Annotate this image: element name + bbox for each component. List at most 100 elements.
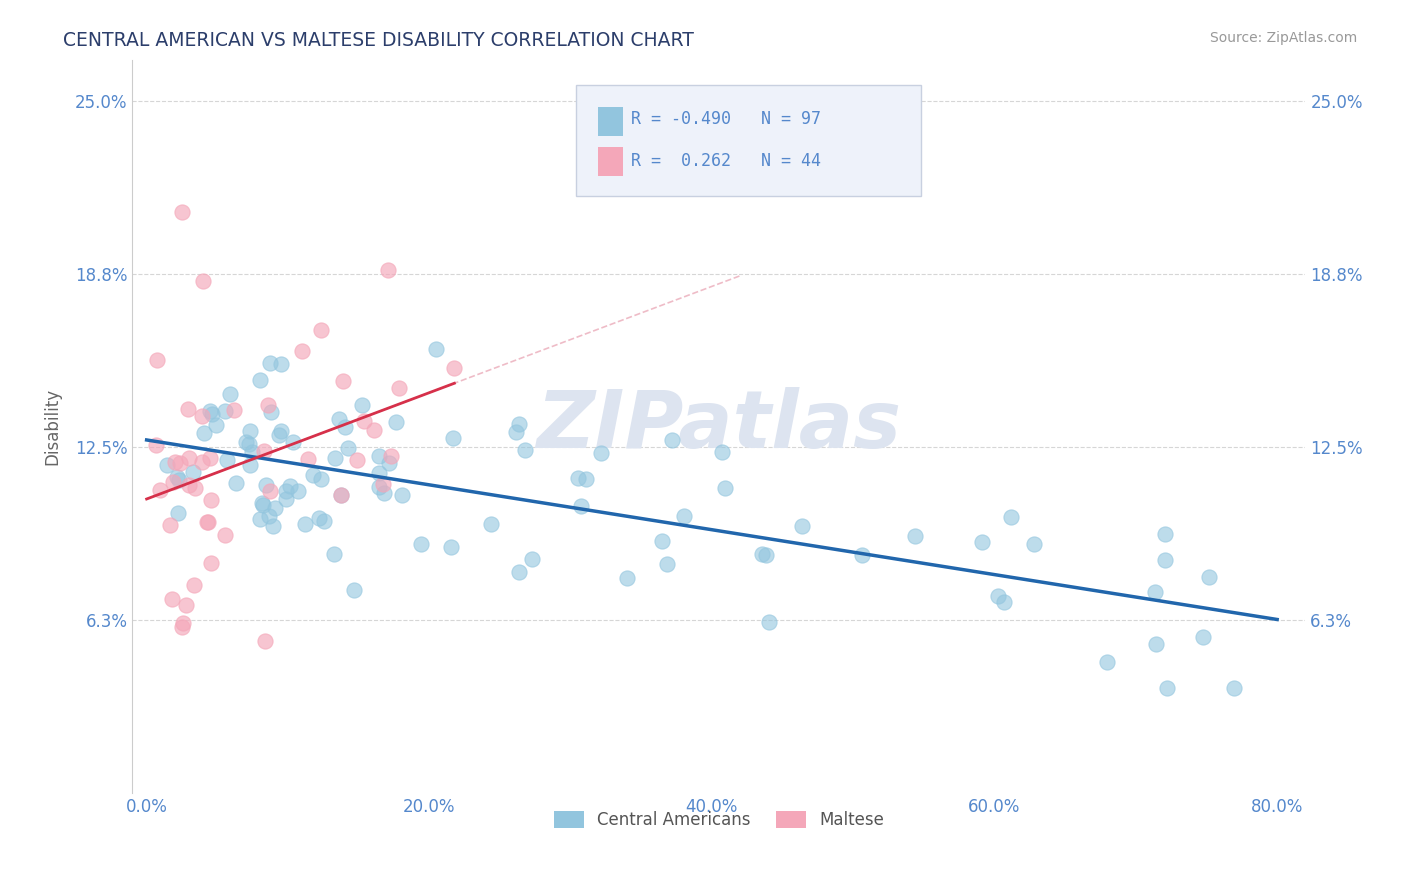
Point: [378, 456, 401, 470]
Point: [170, 620, 193, 634]
Text: R =  0.262   N = 44: R = 0.262 N = 44: [631, 152, 821, 169]
Y-axis label: Disability: Disability: [44, 387, 60, 465]
Point: [758, 615, 780, 629]
Point: [262, 519, 284, 533]
Point: [970, 534, 993, 549]
Point: [508, 565, 530, 579]
Point: [368, 466, 391, 480]
Text: ZIPatlas: ZIPatlas: [537, 387, 901, 465]
Point: [616, 571, 638, 585]
Point: [267, 428, 290, 442]
Point: [790, 518, 813, 533]
Point: [201, 407, 224, 421]
Point: [253, 633, 276, 648]
Point: [270, 425, 292, 439]
Point: [323, 450, 346, 465]
Point: [443, 361, 465, 376]
Legend: Central Americans, Maltese: Central Americans, Maltese: [547, 804, 890, 836]
Point: [264, 500, 287, 515]
Point: [312, 515, 335, 529]
Point: [260, 405, 283, 419]
Point: [337, 441, 360, 455]
Point: [200, 492, 222, 507]
Point: [367, 479, 389, 493]
Point: [217, 453, 239, 467]
Point: [311, 472, 333, 486]
Point: [343, 583, 366, 598]
Point: [380, 449, 402, 463]
Point: [332, 374, 354, 388]
Point: [190, 455, 212, 469]
Point: [1154, 553, 1177, 567]
Point: [219, 387, 242, 401]
Point: [513, 443, 536, 458]
Point: [346, 453, 368, 467]
Point: [411, 537, 433, 551]
Point: [368, 449, 391, 463]
Point: [200, 451, 222, 466]
Point: [904, 529, 927, 543]
Point: [249, 373, 271, 387]
Point: [287, 483, 309, 498]
Point: [1143, 584, 1166, 599]
Point: [191, 274, 214, 288]
Point: [259, 356, 281, 370]
Point: [200, 556, 222, 570]
Point: [225, 476, 247, 491]
Point: [373, 486, 395, 500]
Text: Source: ZipAtlas.com: Source: ZipAtlas.com: [1209, 31, 1357, 45]
Point: [479, 516, 502, 531]
Point: [1022, 537, 1045, 551]
Point: [149, 483, 172, 497]
Point: [183, 578, 205, 592]
Point: [167, 474, 190, 488]
Point: [167, 506, 190, 520]
Point: [330, 488, 353, 502]
Point: [441, 431, 464, 445]
Point: [661, 433, 683, 447]
Point: [1154, 527, 1177, 541]
Point: [388, 381, 411, 395]
Point: [308, 511, 330, 525]
Point: [222, 403, 245, 417]
Point: [193, 425, 215, 440]
Point: [987, 589, 1010, 603]
Point: [1192, 630, 1215, 644]
Point: [205, 418, 228, 433]
Point: [851, 548, 873, 562]
Point: [281, 435, 304, 450]
Point: [170, 204, 193, 219]
Point: [993, 595, 1015, 609]
Point: [322, 547, 344, 561]
Point: [195, 516, 218, 530]
Point: [328, 412, 350, 426]
Point: [353, 414, 375, 428]
Point: [179, 451, 201, 466]
Point: [371, 477, 394, 491]
Point: [1000, 510, 1022, 524]
Point: [259, 509, 281, 524]
Point: [508, 417, 530, 431]
Point: [1156, 681, 1178, 695]
Point: [238, 436, 260, 450]
Point: [181, 465, 204, 479]
Point: [240, 445, 263, 459]
Point: [505, 425, 527, 440]
Point: [575, 472, 598, 486]
Point: [176, 598, 198, 612]
Point: [252, 498, 274, 512]
Point: [297, 451, 319, 466]
Point: [751, 547, 773, 561]
Point: [589, 446, 612, 460]
Point: [569, 500, 592, 514]
Point: [1095, 655, 1118, 669]
Point: [276, 492, 298, 507]
Point: [257, 398, 280, 412]
Point: [673, 509, 696, 524]
Point: [520, 552, 543, 566]
Point: [190, 409, 212, 423]
Point: [294, 516, 316, 531]
Point: [239, 458, 262, 473]
Point: [291, 343, 314, 358]
Point: [302, 467, 325, 482]
